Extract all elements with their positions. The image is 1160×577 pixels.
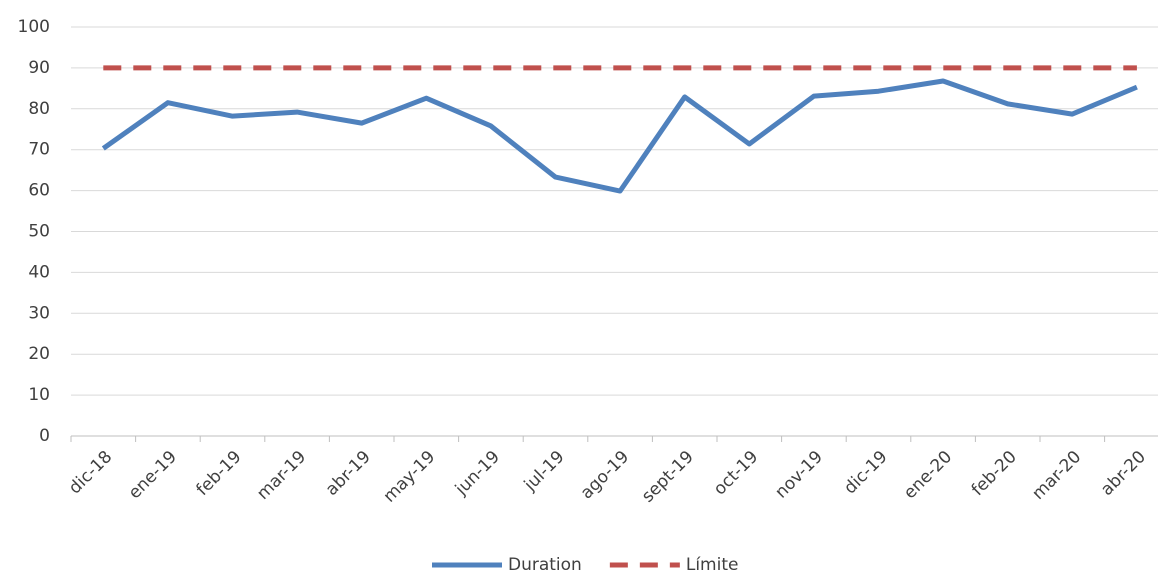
x-tick-label: jul-19 bbox=[520, 447, 569, 496]
x-tick-label: nov-19 bbox=[771, 447, 827, 503]
x-tick-label: jun-19 bbox=[451, 447, 504, 500]
y-tick-label: 30 bbox=[28, 303, 50, 323]
x-tick-label: feb-20 bbox=[968, 447, 1021, 500]
x-tick-label: ene-19 bbox=[125, 447, 181, 503]
y-tick-label: 80 bbox=[28, 99, 50, 119]
x-tick-label: dic-18 bbox=[65, 447, 116, 498]
x-tick-label: feb-19 bbox=[193, 447, 246, 500]
y-tick-label: 0 bbox=[39, 426, 50, 446]
y-tick-label: 100 bbox=[18, 17, 50, 37]
x-tick-label: abr-19 bbox=[322, 447, 375, 500]
series-line bbox=[101, 78, 1138, 194]
x-tick-label: mar-19 bbox=[253, 447, 310, 504]
y-tick-label: 60 bbox=[28, 181, 50, 201]
x-tick-label: sept-19 bbox=[638, 447, 698, 507]
x-tick-label: may-19 bbox=[380, 447, 440, 507]
x-tick-label: mar-20 bbox=[1028, 447, 1085, 504]
y-tick-label: 10 bbox=[28, 385, 50, 405]
x-tick-label: dic-19 bbox=[840, 447, 891, 498]
legend-label: Límite bbox=[686, 555, 739, 573]
y-tick-label: 50 bbox=[28, 222, 50, 242]
legend-label: Duration bbox=[508, 555, 582, 573]
y-tick-label: 70 bbox=[28, 140, 50, 160]
y-tick-label: 20 bbox=[28, 344, 50, 364]
y-tick-label: 90 bbox=[28, 58, 50, 78]
x-tick-label: ene-20 bbox=[900, 447, 956, 503]
x-tick-label: ago-19 bbox=[577, 447, 633, 503]
y-tick-label: 40 bbox=[28, 262, 50, 282]
x-tick-label: oct-19 bbox=[710, 447, 762, 499]
x-tick-label: abr-20 bbox=[1097, 447, 1150, 500]
